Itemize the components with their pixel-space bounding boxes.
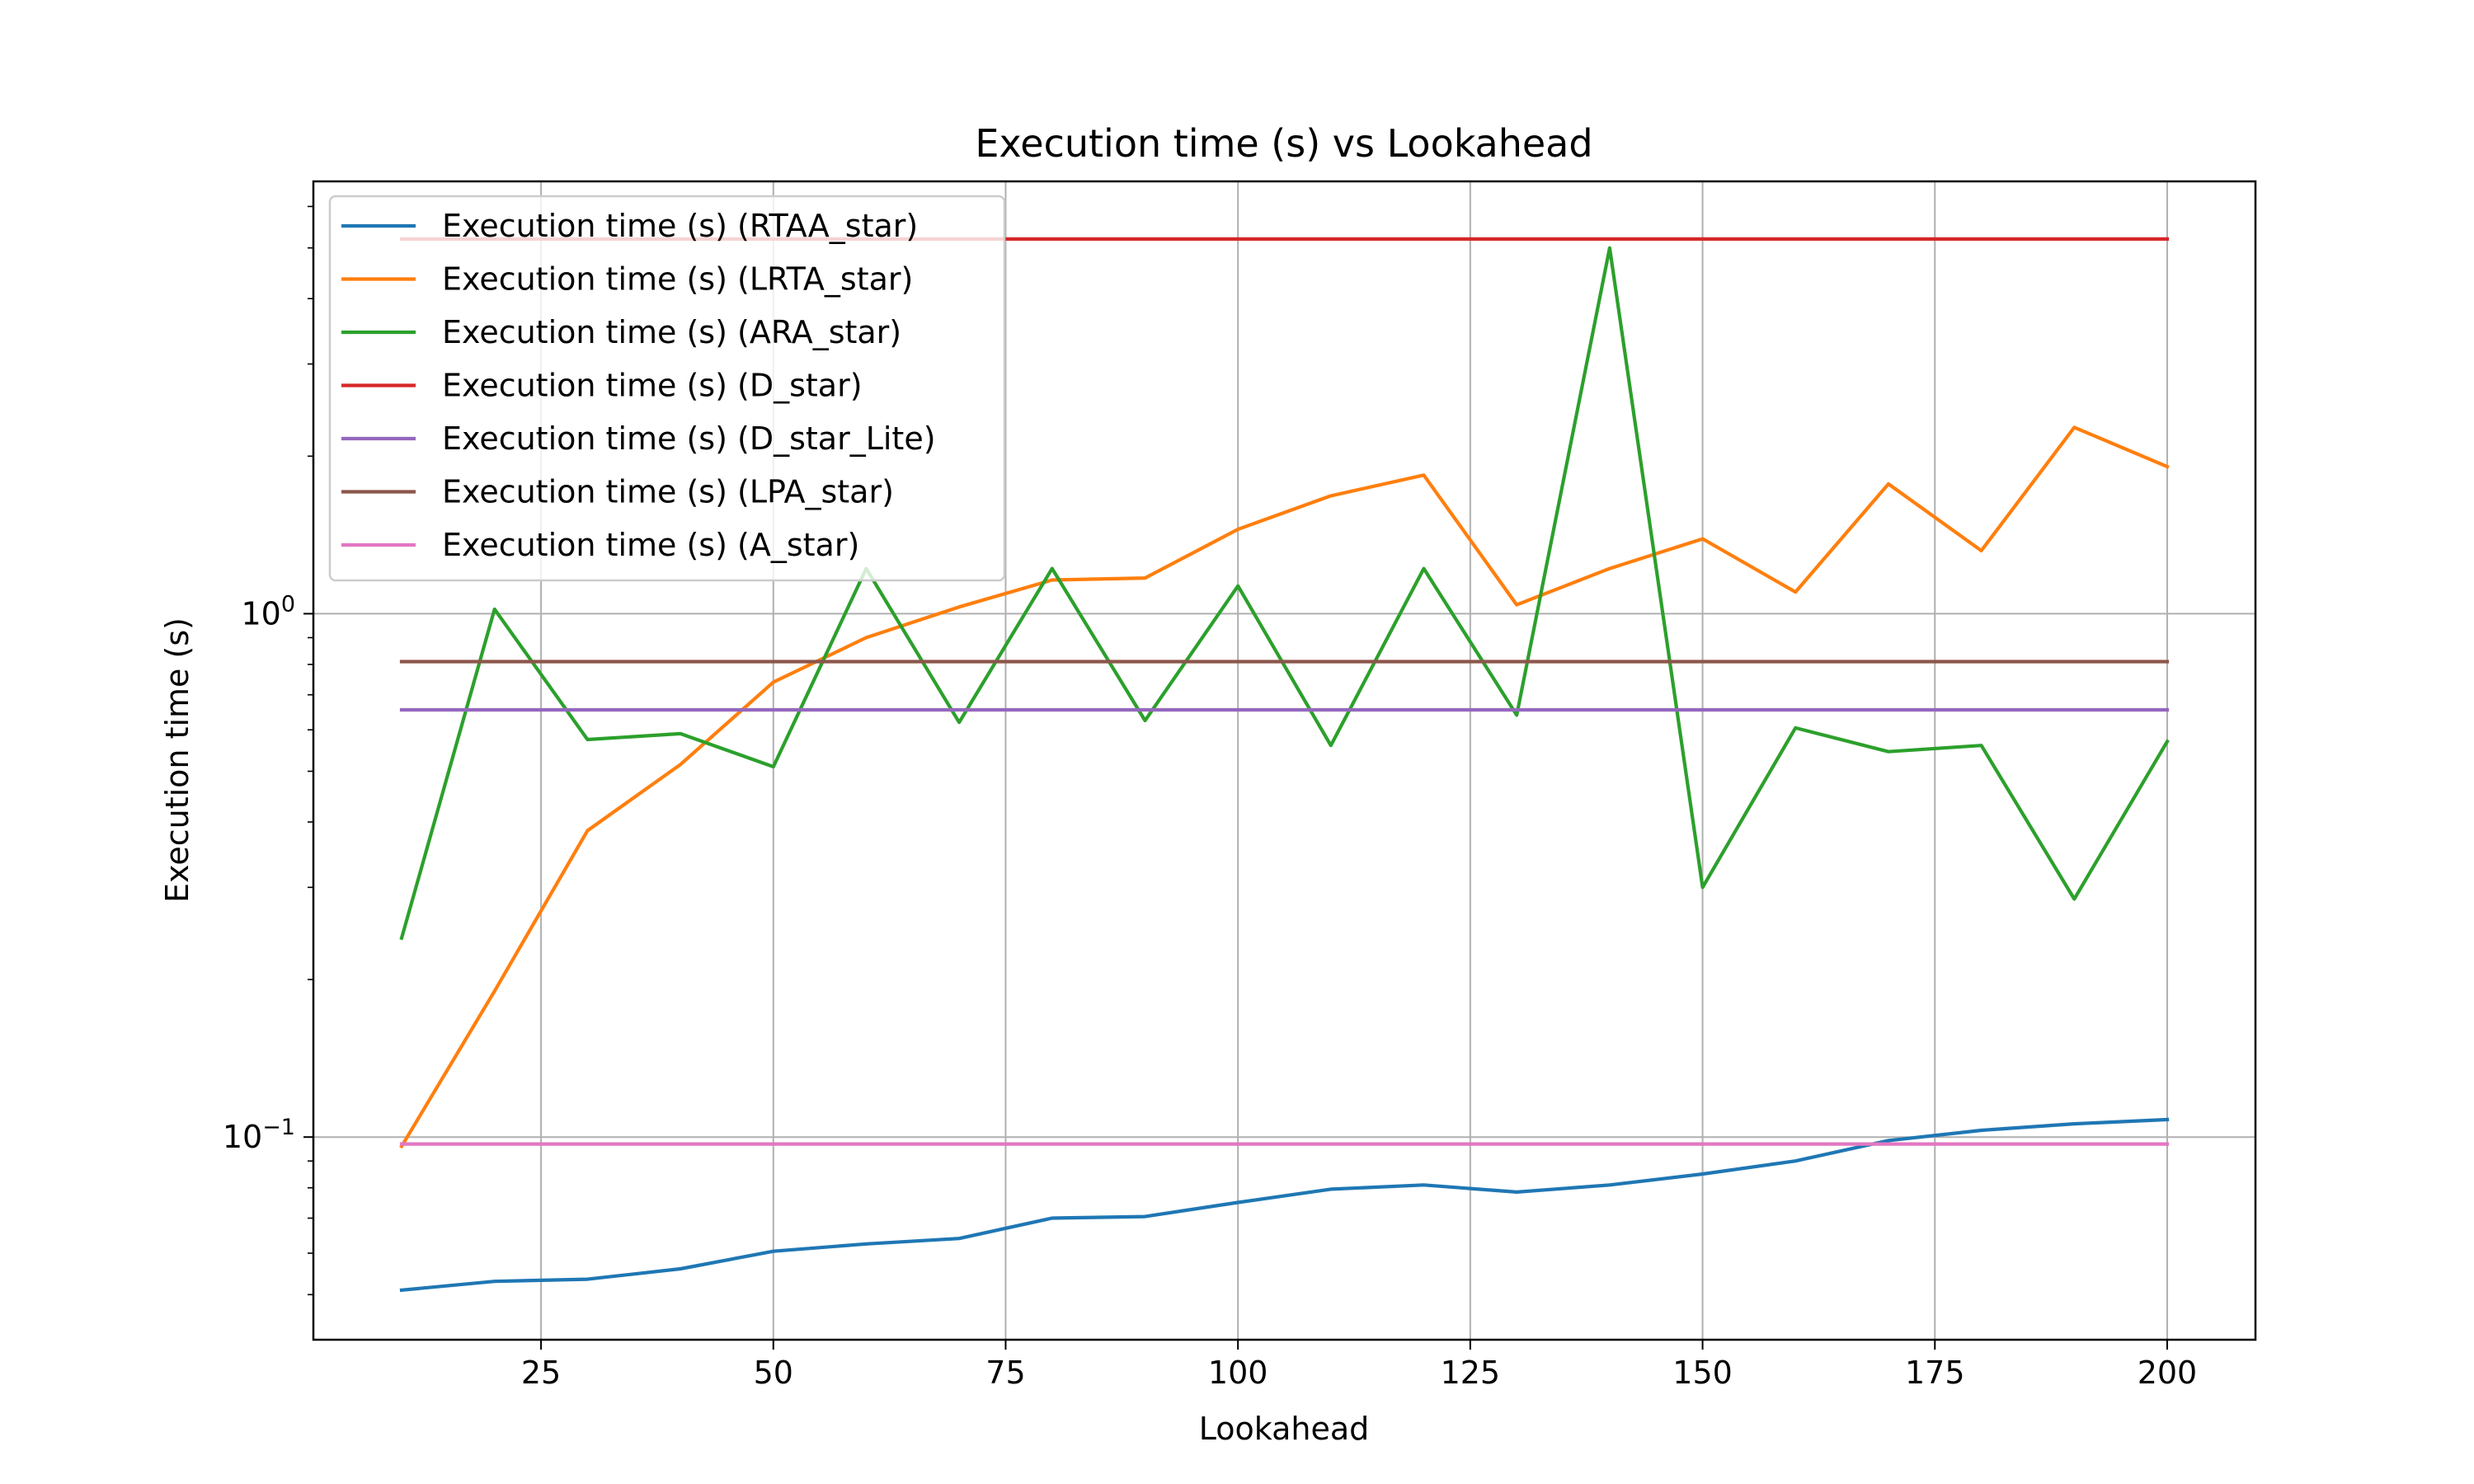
y-axis-label: Execution time (s) [159, 618, 195, 903]
y-tick-exponent: 0 [281, 591, 295, 617]
x-tick-label: 175 [1905, 1355, 1965, 1391]
x-tick-label: 200 [2138, 1355, 2198, 1391]
x-tick-label: 25 [521, 1355, 561, 1391]
series-line-1 [399, 425, 2170, 1149]
legend-label: Execution time (s) (RTAA_star) [442, 208, 918, 244]
legend-label: Execution time (s) (D_star) [442, 368, 863, 404]
y-tick-label: 10−1 [223, 1115, 295, 1155]
plot-frame [312, 180, 2257, 1341]
x-tick-label: 125 [1441, 1355, 1501, 1391]
x-tick-label: 150 [1672, 1355, 1733, 1391]
y-tick-base: 10 [241, 595, 280, 632]
x-tick-label: 50 [754, 1355, 793, 1391]
series-lines [399, 237, 2170, 1293]
legend-label: Execution time (s) (ARA_star) [442, 314, 901, 350]
y-tick-label: 100 [241, 591, 295, 632]
legend-label: Execution time (s) (A_star) [442, 527, 859, 563]
y-tick-exponent: −1 [262, 1115, 295, 1140]
legend-frame [328, 195, 1006, 582]
x-axis-label: Lookahead [1199, 1411, 1370, 1447]
legend-label: Execution time (s) (LPA_star) [442, 474, 894, 510]
legend-label: Execution time (s) (D_star_Lite) [442, 420, 936, 457]
legend: Execution time (s) (RTAA_star) Execution … [328, 195, 1006, 582]
series-line-2 [399, 246, 2170, 941]
legend-label: Execution time (s) (LRTA_star) [442, 261, 913, 298]
chart-title: Execution time (s) vs Lookahead [975, 121, 1592, 166]
x-tick-label: 100 [1208, 1355, 1268, 1391]
x-tick-label: 75 [985, 1355, 1025, 1391]
y-tick-base: 10 [223, 1119, 262, 1155]
